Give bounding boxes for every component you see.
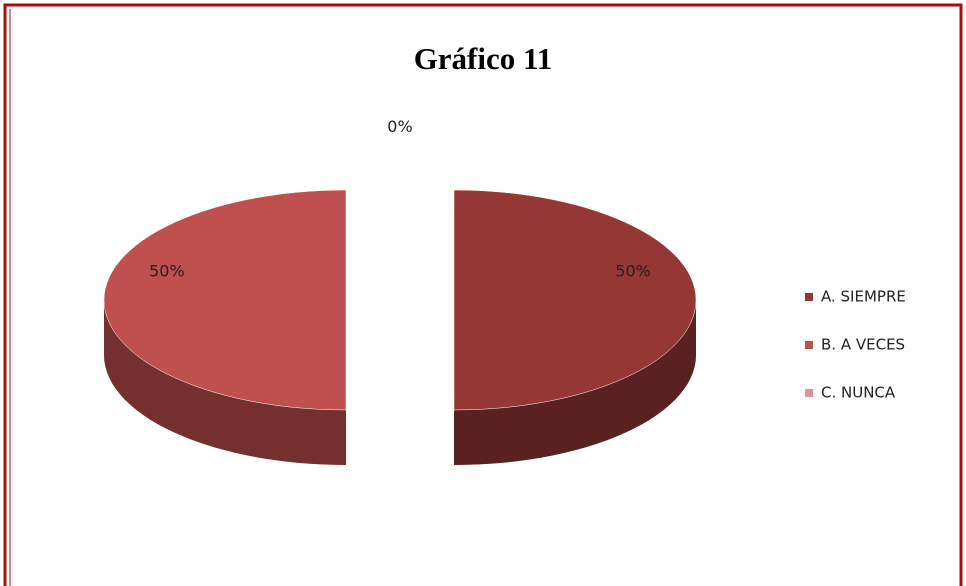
legend-label: A. SIEMPRE bbox=[821, 288, 906, 306]
legend-swatch bbox=[805, 293, 813, 301]
slice-side bbox=[104, 300, 346, 465]
slice-side-shade bbox=[454, 300, 696, 465]
legend-label: C. NUNCA bbox=[821, 384, 896, 402]
slice-side-shade bbox=[104, 300, 346, 465]
data-label: 50% bbox=[615, 262, 651, 281]
data-label: 0% bbox=[387, 117, 412, 136]
legend-label: B. A VECES bbox=[821, 336, 905, 354]
slice bbox=[103, 189, 347, 411]
frame bbox=[3, 3, 963, 586]
slice bbox=[453, 189, 697, 411]
legend-swatch bbox=[805, 389, 813, 397]
chart-title: Gráfico 11 bbox=[414, 41, 553, 76]
slice-side bbox=[454, 300, 696, 465]
data-label: 50% bbox=[149, 262, 185, 281]
legend-swatch bbox=[805, 341, 813, 349]
